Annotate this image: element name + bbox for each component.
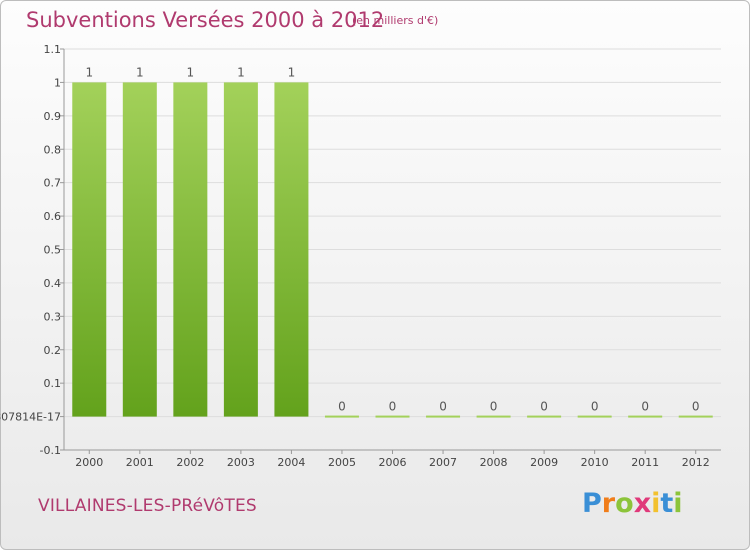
- bar-2008: [476, 415, 511, 418]
- x-tick-label: 2011: [631, 456, 659, 469]
- data-label: 0: [641, 400, 649, 414]
- x-tick-label: 2004: [277, 456, 305, 469]
- data-label: 0: [439, 400, 447, 414]
- y-tick-label: 1: [54, 76, 61, 89]
- x-tick-label: 2009: [530, 456, 558, 469]
- x-tick-label: 2008: [480, 456, 508, 469]
- data-label: 0: [692, 400, 700, 414]
- y-tick-label: 0.7: [44, 177, 62, 190]
- y-tick-label: 1.3877787807814E-17: [0, 411, 61, 424]
- grid-lines: [64, 48, 721, 451]
- x-tick-label: 2000: [75, 456, 103, 469]
- bars: [72, 82, 713, 418]
- x-tick-label: 2003: [227, 456, 255, 469]
- commune-name: VILLAINES-LES-PRéVôTES: [38, 496, 257, 516]
- x-tick-label: 2001: [126, 456, 154, 469]
- chart-title: Subventions Versées 2000 à 2012: [26, 8, 385, 32]
- y-tick-label: 0.6: [44, 210, 62, 223]
- bar-2005: [324, 415, 359, 418]
- bar-2001: [122, 82, 157, 417]
- y-tick-label: -0.1: [40, 444, 61, 457]
- logo-letter: x: [633, 488, 652, 519]
- x-tick-label: 2007: [429, 456, 457, 469]
- data-label: 0: [540, 400, 548, 414]
- data-label: 0: [591, 400, 599, 414]
- logo-letter: t: [660, 488, 674, 519]
- y-tick-label: 0.3: [44, 310, 62, 323]
- y-tick-label: 0.8: [44, 143, 62, 156]
- logo-letter: i: [673, 488, 683, 519]
- x-tick-label: 2012: [682, 456, 710, 469]
- bar-2010: [577, 415, 612, 418]
- y-tick-labels: 1.1 1 0.9 0.8 0.7 0.6 0.5 0.4 0.3 0.2 0.1 1.3877787…: [0, 43, 61, 457]
- data-label: 0: [490, 400, 498, 414]
- logo-letter: P: [582, 488, 602, 519]
- data-label: 1: [288, 65, 296, 79]
- bar-2004: [274, 82, 309, 417]
- x-tick-label: 2006: [379, 456, 407, 469]
- y-tick-label: 0.2: [44, 344, 62, 357]
- data-label: 0: [389, 400, 397, 414]
- data-label: 0: [338, 400, 346, 414]
- x-tick-labels: 2000 2001 2002 2003 2004 2005 2006 2007 2008 2009…: [75, 456, 709, 469]
- bar-2003: [223, 82, 258, 417]
- y-tick-label: 0.9: [44, 110, 62, 123]
- x-tick-label: 2005: [328, 456, 356, 469]
- bar-2009: [527, 415, 562, 418]
- logo-letter: r: [601, 488, 616, 519]
- y-tick-label: 0.4: [44, 277, 62, 290]
- y-tick-label: 0.1: [44, 377, 62, 390]
- chart-unit-label: (en milliers d'€): [352, 14, 439, 27]
- bar-2000: [72, 82, 107, 417]
- data-label: 1: [187, 65, 195, 79]
- axes: [60, 48, 721, 454]
- proxiti-logo[interactable]: Proxiti: [582, 488, 683, 519]
- bar-2006: [375, 415, 410, 418]
- bar-2011: [628, 415, 663, 418]
- y-tick-label: 0.5: [44, 244, 62, 257]
- x-tick-label: 2002: [176, 456, 204, 469]
- data-labels: 1 1 1 1 1 0 0 0 0 0 0 0 0: [85, 65, 699, 413]
- bar-2007: [426, 415, 461, 418]
- logo-letter: i: [651, 488, 661, 519]
- data-label: 1: [237, 65, 245, 79]
- x-tick-label: 2010: [581, 456, 609, 469]
- y-tick-label: 1.1: [44, 43, 62, 56]
- data-label: 1: [136, 65, 144, 79]
- logo-letter: o: [615, 488, 634, 519]
- data-label: 1: [85, 65, 93, 79]
- bar-2002: [173, 82, 208, 417]
- bar-2012: [678, 415, 713, 418]
